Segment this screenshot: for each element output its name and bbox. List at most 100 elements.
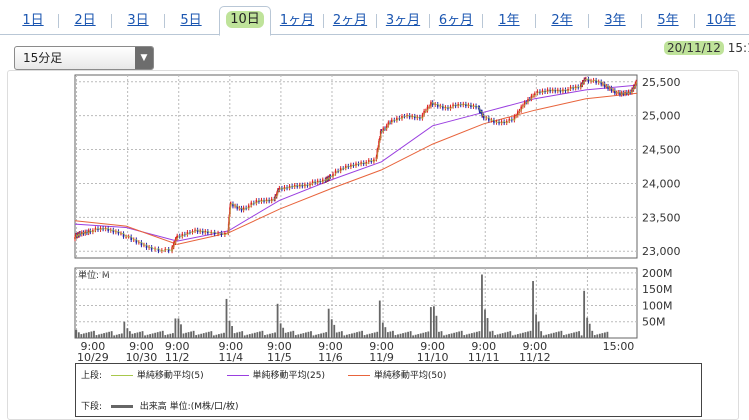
candle-body [74, 237, 76, 240]
candle-body [480, 111, 482, 113]
sma-line-1 [74, 84, 638, 242]
candle-body [478, 107, 481, 112]
candle-body [104, 228, 107, 230]
volume-bar [586, 317, 589, 338]
tab-9[interactable]: 1年 [498, 13, 520, 28]
volume-bar [389, 331, 392, 338]
x-tick-time: 9:00 [267, 340, 292, 353]
candle-body [614, 90, 616, 94]
candle-body [472, 105, 475, 107]
tab-0[interactable]: 1日 [22, 13, 44, 28]
volume-bar [126, 328, 129, 338]
candle-body [76, 234, 79, 237]
volume-bar [238, 331, 241, 338]
volume-bar [292, 330, 295, 338]
candle-body [328, 176, 331, 179]
x-tick-time: 9:00 [81, 340, 106, 353]
volume-bar [159, 331, 162, 338]
y-tick-label: 25,000 [642, 110, 681, 123]
volume-bar [557, 331, 560, 338]
x-tick-time: 9:00 [369, 340, 394, 353]
volume-bar [228, 320, 231, 338]
volume-bar [384, 327, 387, 338]
candle-body [154, 248, 156, 250]
tab-separator [588, 14, 589, 28]
volume-bar [475, 331, 478, 338]
tab-3[interactable]: 5日 [180, 13, 202, 28]
y-tick-label: 23,500 [642, 211, 681, 224]
candle-body [314, 181, 316, 183]
tab-8[interactable]: 6ヶ月 [438, 13, 474, 28]
volume-bar [481, 274, 483, 338]
candle-body [452, 104, 454, 107]
tab-separator [58, 14, 59, 28]
volume-bar [149, 334, 152, 338]
candle-body [457, 104, 459, 107]
tab-10[interactable]: 2年 [551, 13, 573, 28]
tab-4[interactable]: 10日 [219, 6, 271, 36]
volume-bar [333, 324, 336, 338]
tab-12[interactable]: 5年 [657, 13, 679, 28]
x-tick-time: 9:00 [471, 340, 496, 353]
volume-bar [455, 332, 458, 338]
tab-6[interactable]: 2ヶ月 [332, 13, 368, 28]
candle-body [426, 106, 429, 111]
volume-bar [205, 332, 208, 338]
tab-13[interactable]: 10年 [706, 13, 736, 28]
interval-select[interactable]: 15分足 ▼ [14, 46, 154, 70]
tab-separator [482, 14, 483, 28]
tab-5[interactable]: 1ヶ月 [279, 13, 315, 28]
volume-bar [445, 334, 448, 338]
candle-body [408, 115, 411, 118]
chevron-down-icon[interactable]: ▼ [135, 47, 153, 69]
candle-body [196, 229, 199, 232]
volume-bar [386, 332, 389, 338]
last-update-date: 20/11/12 [664, 41, 724, 55]
volume-bar [200, 333, 203, 338]
volume-bar [494, 335, 497, 338]
x-tick-date: 10/30 [126, 351, 158, 364]
volume-bar [573, 332, 575, 338]
candle-body [577, 86, 580, 88]
volume-bar [85, 332, 88, 338]
tab-11[interactable]: 3年 [604, 13, 626, 28]
volume-bar [504, 332, 507, 338]
volume-bar [358, 331, 361, 338]
volume-bar [156, 332, 159, 338]
period-tabs: 1日 2日 3日 5日 10日 1ヶ月 2ヶ月 3ヶ月 6ヶ月 1年 2年 3年 5年 10年 [0, 0, 749, 36]
candle-body [551, 89, 554, 92]
candle-body [462, 103, 465, 106]
candle-body [224, 233, 226, 236]
tab-7[interactable]: 3ヶ月 [385, 13, 421, 28]
volume-bar [322, 332, 325, 338]
volume-bar [407, 331, 409, 338]
volume-bar [448, 334, 450, 338]
tab-1[interactable]: 2日 [74, 13, 96, 28]
candle-body [258, 200, 260, 202]
x-tick-time: 9:00 [165, 340, 190, 353]
candle-body [522, 105, 524, 107]
candle-body [278, 187, 281, 191]
candle-body [94, 228, 97, 231]
tab-separator [376, 14, 377, 28]
candle-body [465, 103, 467, 107]
volume-bar [330, 319, 333, 338]
candle-body [493, 119, 495, 123]
volume-bar [307, 331, 310, 338]
candle-body [242, 207, 245, 211]
tab-2[interactable]: 3日 [127, 13, 149, 28]
sma-line-5 [74, 78, 638, 252]
volume-bar [212, 335, 215, 338]
volume-bar [373, 332, 376, 338]
volume-bar [317, 334, 320, 338]
volume-bar [547, 334, 550, 338]
candle-body [396, 117, 398, 121]
candle-body [362, 162, 365, 165]
volume-bar [593, 335, 596, 338]
candle-body [583, 79, 586, 83]
candle-body [481, 111, 483, 116]
candle-body [150, 247, 153, 250]
candle-body [554, 89, 557, 92]
volume-bar [164, 335, 167, 338]
interval-select-value: 15分足 [23, 51, 63, 65]
